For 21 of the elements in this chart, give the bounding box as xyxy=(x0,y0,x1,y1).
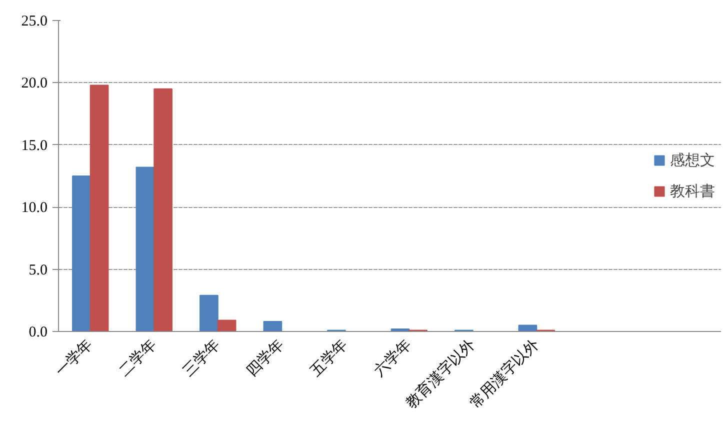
x-tick-label: 一学年 xyxy=(52,336,96,380)
y-tick-label: 10.0 xyxy=(21,200,48,216)
x-tick-label: 六学年 xyxy=(370,336,415,380)
y-tick-label: 5.0 xyxy=(28,262,48,278)
bar xyxy=(72,176,91,332)
x-tick-label: 三学年 xyxy=(180,336,224,380)
bar xyxy=(263,321,282,332)
y-tick-label: 15.0 xyxy=(21,138,48,154)
bar xyxy=(136,166,155,332)
bar xyxy=(200,294,218,332)
x-tick-label: 四学年 xyxy=(243,336,288,380)
x-tick-label: 五学年 xyxy=(307,336,352,380)
bar xyxy=(154,88,172,332)
legend-label: 教科書 xyxy=(670,182,715,200)
y-tick-label: 0.0 xyxy=(28,324,48,340)
legend-label: 感想文 xyxy=(670,152,715,170)
bar xyxy=(217,320,236,332)
x-tick-label: 二学年 xyxy=(116,336,160,380)
y-tick-label: 20.0 xyxy=(21,76,48,92)
y-tick-label: 25.0 xyxy=(21,14,48,30)
bar xyxy=(90,84,109,332)
